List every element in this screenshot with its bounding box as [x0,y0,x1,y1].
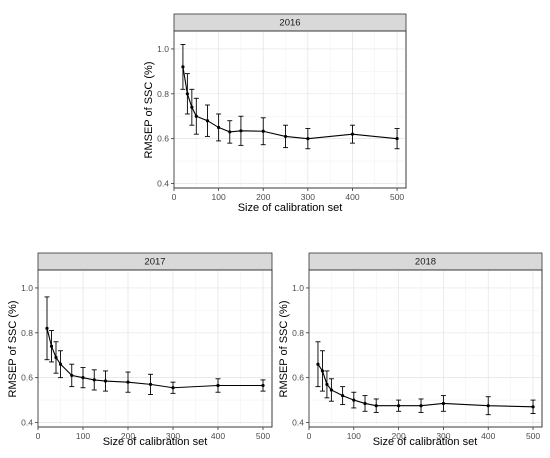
data-point [92,378,96,382]
x-tick-label: 500 [526,431,540,441]
data-point [329,388,334,392]
y-tick-label: 0.8 [157,89,169,99]
y-tick-label: 0.4 [21,418,33,428]
facet-label: 2016 [279,18,300,29]
data-point [58,362,63,366]
plot-border [173,30,407,189]
data-point [228,130,232,134]
data-point [45,326,49,330]
facet-label: 2018 [415,257,436,268]
x-tick-label: 300 [166,431,180,441]
x-tick-label: 400 [211,431,225,441]
x-tick-label: 100 [347,431,361,441]
data-point [486,404,490,408]
data-point [531,405,535,409]
data-point [70,373,74,378]
data-point [350,132,355,136]
data-point [374,404,378,408]
x-tick-label: 300 [436,431,450,441]
data-point [239,129,243,133]
plot-area [173,30,407,189]
data-point [316,362,320,366]
x-tick-label: 400 [481,431,495,441]
x-tick-label: 0 [172,192,177,202]
x-axis-title: Size of calibration set [103,436,208,448]
data-point [363,401,367,406]
x-axis-title: Size of calibration set [373,436,478,448]
y-tick-label: 0.6 [157,134,169,144]
data-point [205,119,210,123]
data-point [103,379,108,383]
x-tick-label: 200 [121,431,135,441]
x-tick-label: 400 [345,192,359,202]
data-point [341,394,345,398]
plot-area [308,269,543,428]
y-axis-title: RMSEP of SSC (%) [278,301,290,398]
data-point [261,129,265,133]
y-tick-label: 1.0 [157,44,169,54]
data-point [185,92,189,96]
data-point [397,404,401,408]
data-point [148,382,153,386]
panel-2018: 2018 0 100 200 300 400 500 0.4 0.6 0.8 1.0 Size of … [278,252,543,448]
plot-area [37,269,273,428]
data-point [395,137,399,141]
panel-2016: 2016 0 100 200 300 400 500 0.4 0.6 0.8 1.0 Size of … [143,13,407,214]
data-point [216,383,220,388]
y-tick-label: 0.8 [21,328,33,338]
data-point [190,105,194,109]
data-point [81,376,85,380]
gridlines [308,270,542,427]
data-point [441,401,446,406]
data-point [320,369,325,373]
y-tick-label: 0.8 [292,328,304,338]
y-axis-title: RMSEP of SSC (%) [143,62,155,159]
plot-border [37,269,273,428]
x-tick-label: 200 [392,431,406,441]
x-tick-label: 0 [307,431,312,441]
x-tick-label: 200 [256,192,270,202]
data-point [306,137,310,141]
data-point [49,344,54,348]
data-point [261,383,265,388]
y-tick-label: 1.0 [292,283,304,293]
data-point [194,114,198,118]
data-point [181,65,185,69]
x-tick-label: 0 [36,431,41,441]
error-bars [44,296,266,395]
x-axis-title: Size of calibration set [238,202,343,214]
x-tick-label: 100 [76,431,90,441]
data-point [171,386,175,390]
plot-border [308,269,543,428]
x-tick-label: 500 [390,192,404,202]
y-tick-label: 0.4 [292,418,304,428]
facet-label: 2017 [144,257,165,268]
data-point [352,398,356,402]
data-point [126,380,130,384]
data-point [283,134,288,139]
y-axis-title: RMSEP of SSC (%) [7,301,19,398]
data-point [217,125,221,130]
y-tick-label: 1.0 [21,283,33,293]
y-tick-label: 0.6 [21,373,33,383]
y-tick-label: 0.4 [157,179,169,189]
data-point [325,382,329,386]
data-point [419,404,423,408]
data-point [54,355,58,360]
y-tick-label: 0.6 [292,373,304,383]
x-tick-label: 300 [301,192,315,202]
x-tick-label: 100 [212,192,226,202]
panel-2017: 2017 0 100 200 300 400 500 0.4 0.6 0.8 1.0 Size of … [7,252,273,448]
x-tick-label: 500 [256,431,270,441]
